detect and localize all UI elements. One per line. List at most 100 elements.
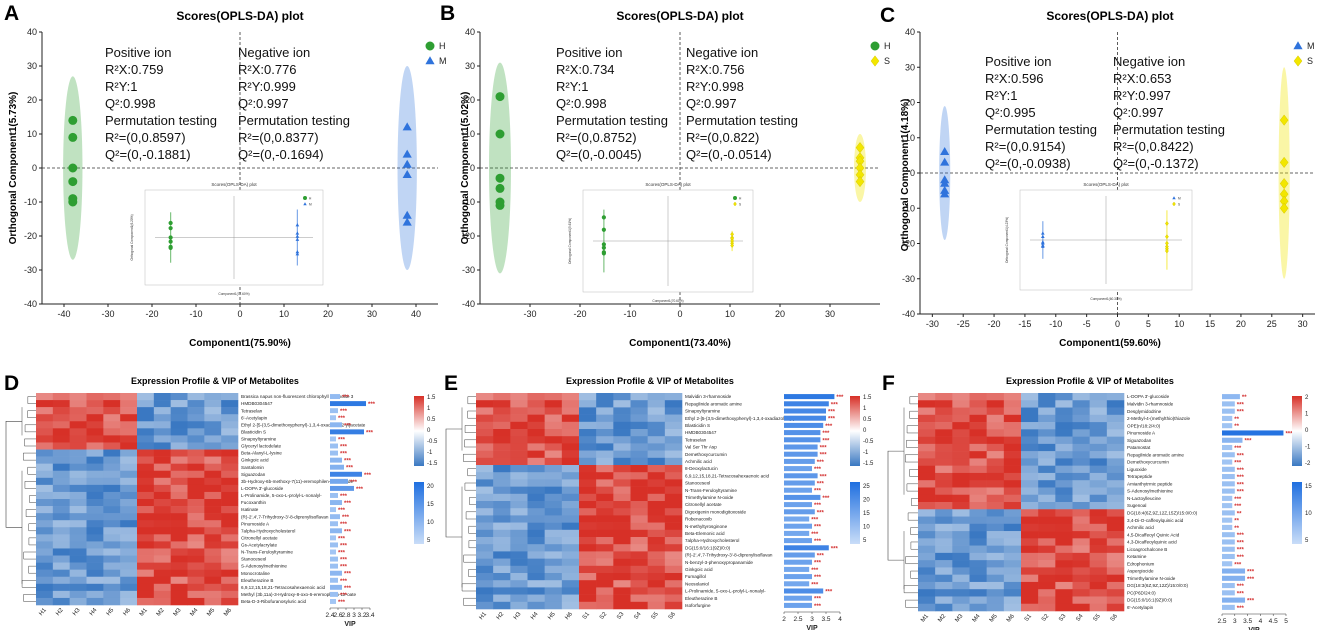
heatmap-cell <box>630 601 648 610</box>
heatmap-cell <box>170 407 188 415</box>
heatmap-cell <box>952 393 970 401</box>
inset-point-H <box>601 242 606 247</box>
heatmap-cell <box>221 513 239 521</box>
inset-point-H <box>168 220 173 226</box>
vip-tick-label: 5 <box>1284 618 1288 625</box>
vip-axis-label: VIP <box>806 625 818 630</box>
significance-stars: *** <box>817 482 825 488</box>
heatmap-cell <box>1106 502 1125 510</box>
heatmap-cell <box>596 421 614 430</box>
stat-line-positive-ion: Permutation testing <box>105 113 217 128</box>
heatmap-cell <box>935 581 953 590</box>
heatmap-cell <box>1089 422 1108 430</box>
heatmap-cell <box>1089 552 1108 561</box>
heatmap-cell <box>69 513 87 521</box>
heatmap-cell <box>969 516 987 525</box>
heatmap-cell <box>69 569 87 578</box>
heatmap-cell <box>153 534 171 542</box>
heatmap-cell <box>1089 589 1108 597</box>
heatmap-cell <box>36 534 54 542</box>
heatmap-cell <box>596 515 614 523</box>
heatmap-cell <box>221 541 239 549</box>
scale-tick-label: 1.5 <box>427 395 436 401</box>
vip-bar <box>330 401 366 407</box>
heatmap-cell <box>579 501 597 509</box>
inset-score-plot: Scores(OPLS-DA) plotComponent1(60.30%)Or… <box>1005 182 1193 301</box>
heatmap-cell <box>221 491 239 500</box>
heatmap-cell <box>69 534 87 542</box>
heatmap-cell <box>221 562 239 570</box>
heatmap-cell <box>103 491 121 500</box>
vip-tick-label: 4 <box>838 616 842 623</box>
scale-tick-label: 15 <box>1305 484 1312 490</box>
heatmap-cell <box>204 520 222 528</box>
data-point-M <box>402 170 412 178</box>
significance-stars: *** <box>366 430 374 436</box>
metabolite-label: Methyl (3b,11a)-3-Hydroxy-8-oxo-6-eremop… <box>241 592 357 597</box>
heatmap-cell <box>187 583 205 592</box>
heatmap-cell <box>918 531 936 539</box>
heatmap-cell <box>969 458 987 466</box>
significance-stars: *** <box>1237 475 1245 481</box>
heatmap-cell <box>1089 400 1108 408</box>
heatmap-cell <box>918 596 936 605</box>
x-tick-label: 20 <box>775 309 785 319</box>
heatmap-cell <box>613 393 631 401</box>
heatmap-cell <box>170 442 188 450</box>
heatmap-cell <box>120 456 138 464</box>
heatmap-cell <box>544 529 563 538</box>
heatmap-cell <box>52 435 70 443</box>
heatmap-cell <box>493 493 511 502</box>
metabolite-label: Citronellyl acetate <box>685 502 722 507</box>
significance-stars: *** <box>831 402 839 408</box>
significance-stars: *** <box>340 593 348 599</box>
heatmap-cell <box>1089 509 1108 517</box>
heatmap-cell <box>664 529 683 538</box>
heatmap-cell <box>647 508 666 516</box>
heatmap-cell <box>1072 465 1090 474</box>
metabolite-label: (R)-2',4',7-Trihydroxy-3'-8-diprenylisof… <box>241 514 329 519</box>
heatmap-cell <box>544 450 563 459</box>
heatmap-cell <box>170 555 188 563</box>
heatmap-cell <box>935 516 953 525</box>
heatmap-cell <box>579 393 597 401</box>
heatmap-cell <box>476 594 494 603</box>
heatmap-cell <box>1072 443 1090 452</box>
heatmap-cell <box>36 555 54 563</box>
heatmap-cell <box>1021 567 1039 575</box>
y-tick-label: 20 <box>905 98 915 108</box>
heatmap-cell <box>510 601 528 610</box>
heatmap-cell <box>647 457 666 466</box>
heatmap-cell <box>52 456 70 464</box>
heatmap-cell <box>561 587 580 595</box>
heatmap-cell <box>204 484 222 493</box>
legend-marker-S <box>1293 55 1303 67</box>
heatmap-cell <box>476 529 494 538</box>
vip-tick-label: 3.5 <box>1243 618 1252 625</box>
heatmap-cell <box>221 428 239 436</box>
x-tick-label: 30 <box>1298 319 1308 329</box>
heatmap-cell <box>204 477 222 486</box>
heatmap-cell <box>561 580 580 588</box>
heatmap-title: Expression Profile & VIP of Metabolites <box>1006 376 1174 386</box>
heatmap-cell <box>69 562 87 570</box>
column-label: H1 <box>479 611 489 621</box>
heatmap-cell <box>120 527 138 535</box>
heatmap-cell <box>630 558 648 567</box>
heatmap-cell <box>170 569 188 578</box>
heatmap-cell <box>647 587 666 595</box>
heatmap-cell <box>1003 494 1022 503</box>
heatmap-title: Expression Profile & VIP of Metabolites <box>131 376 299 386</box>
y-axis-label: Orthogonal Component1(5.02%) <box>460 92 471 245</box>
heatmap-cell <box>69 583 87 592</box>
heatmap-cell <box>170 470 188 479</box>
metabolite-label: Pinumoside A <box>241 521 270 526</box>
heatmap-cell <box>647 400 666 408</box>
column-label: S6 <box>668 611 678 621</box>
heatmap-cell <box>510 414 528 423</box>
vip-bar <box>330 436 336 442</box>
heatmap-cell <box>986 560 1005 568</box>
significance-stars: *** <box>344 529 352 535</box>
significance-stars: *** <box>1237 606 1245 612</box>
inset-legend-label: S <box>739 203 741 207</box>
